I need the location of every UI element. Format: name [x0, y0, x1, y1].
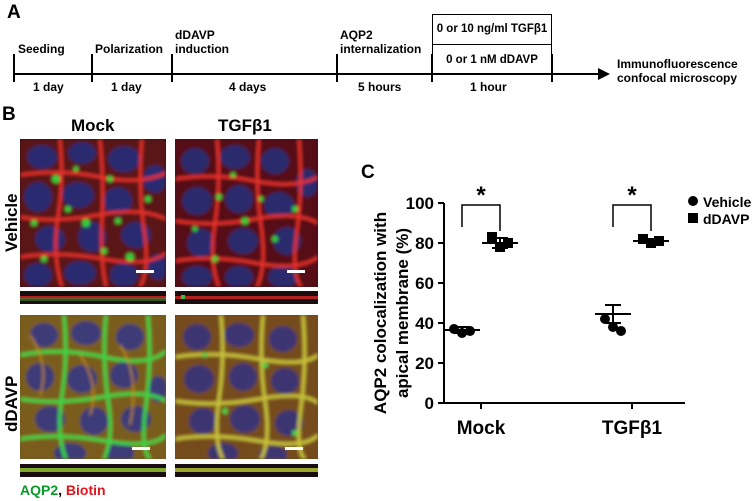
y-axis-label: apical membrane (%): [393, 228, 412, 398]
step-aqp2-duration: 5 hours: [358, 80, 402, 94]
micrograph-ddavp-tgfb1: [175, 315, 318, 459]
y-tick-label: 60: [415, 274, 434, 293]
y-tick-label: 20: [415, 354, 434, 373]
y-tick-label: 0: [425, 394, 434, 413]
step-aqp2-label-line2: internalization: [340, 42, 422, 56]
endpoint-line1: Immunofluorescence: [617, 57, 738, 71]
stain-legend-aqp2: AQP2: [20, 482, 59, 498]
column-header-mock: Mock: [71, 116, 115, 135]
timeline-arrowhead: [598, 68, 610, 80]
endpoint-line2: confocal microscopy: [617, 71, 738, 85]
xz-section-vehicle-tgfb1: [175, 291, 318, 304]
data-point-vehicle: [616, 326, 626, 336]
y-tick-label: 100: [406, 194, 434, 213]
step-aqp2-label-line1: AQP2: [340, 28, 373, 42]
micrograph-vehicle-mock: [20, 139, 166, 287]
significance-star: *: [627, 182, 637, 209]
treatment-box: 0 or 10 ng/ml TGFβ1 0 or 1 nM dDAVP: [432, 14, 552, 74]
scale-bar: [136, 270, 154, 273]
step-polarization-label: Polarization: [95, 42, 164, 56]
panel-a-letter: A: [7, 2, 21, 23]
treatment-ddavp: 0 or 1 nM dDAVP: [446, 54, 538, 66]
column-header-tgfb1: TGFβ1: [218, 116, 272, 135]
y-tick-label: 40: [415, 314, 434, 333]
panel-c-letter: C: [361, 162, 375, 183]
data-point-vehicle: [608, 322, 618, 332]
micrograph-ddavp-mock: [20, 315, 166, 459]
stain-legend-separator: ,: [58, 482, 66, 498]
scale-bar: [287, 270, 305, 273]
significance-bracket: [461, 204, 501, 231]
significance-bracket: [612, 204, 652, 231]
step-ddavp-label-line2: induction: [175, 42, 229, 56]
legend-marker-ddavp: [688, 213, 698, 223]
treatment-divider: [433, 44, 551, 45]
data-point-vehicle: [600, 314, 610, 324]
legend-marker-vehicle: [688, 196, 698, 206]
step-seeding-duration: 1 day: [33, 80, 64, 94]
scale-bar: [132, 447, 150, 450]
y-tick-label: 80: [415, 234, 434, 253]
y-axis-label: AQP2 colocalization with: [371, 212, 390, 414]
treatment-tgfb1: 0 or 10 ng/ml TGFβ1: [436, 23, 548, 35]
step-seeding-label: Seeding: [18, 42, 65, 56]
colocalization-chart: 0 20 40 60 80 100 AQP2 colocalization with apic…: [371, 182, 751, 439]
xz-gap: [166, 291, 175, 304]
stain-legend-biotin: Biotin: [65, 482, 106, 498]
scale-bar: [285, 447, 303, 450]
x-tick-label: Mock: [457, 418, 506, 439]
row-header-ddavp: dDAVP: [2, 375, 21, 432]
treatment-duration: 1 hour: [470, 80, 507, 94]
timeline: [13, 54, 610, 82]
step-ddavp-label-line1: dDAVP: [175, 28, 215, 42]
xz-section-ddavp-mock: [20, 464, 166, 477]
legend-label-vehicle: Vehicle: [703, 194, 751, 210]
legend-label-ddavp: dDAVP: [703, 211, 749, 227]
stain-legend: AQP2, Biotin: [20, 482, 106, 498]
significance-star: *: [476, 182, 486, 209]
step-polarization-duration: 1 day: [111, 80, 142, 94]
xz-section-ddavp-tgfb1: [175, 464, 318, 477]
x-tick-label: TGFβ1: [602, 418, 663, 439]
panel-b-letter: B: [2, 104, 16, 125]
micrograph-vehicle-tgfb1: [175, 139, 318, 287]
row-header-vehicle: Vehicle: [2, 193, 21, 252]
step-ddavp-duration: 4 days: [229, 80, 267, 94]
